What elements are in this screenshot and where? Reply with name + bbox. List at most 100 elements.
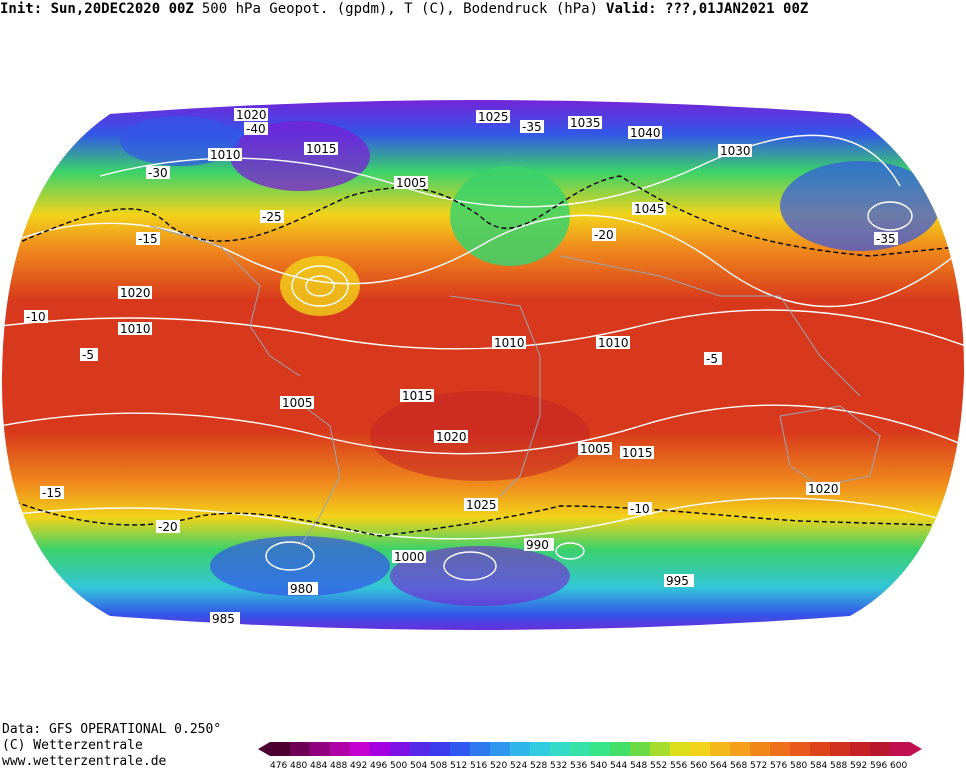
temperature-label: -20 bbox=[594, 228, 614, 242]
pressure-label: 1015 bbox=[622, 446, 653, 460]
temperature-label: -40 bbox=[246, 122, 266, 136]
pressure-label: 1015 bbox=[306, 142, 337, 156]
scale-swatch bbox=[430, 742, 450, 756]
scale-tick-label: 516 bbox=[470, 761, 487, 771]
warm-core-africa bbox=[370, 391, 590, 481]
isobar-ring bbox=[443, 551, 497, 581]
website-link[interactable]: www.wetterzentrale.de bbox=[2, 754, 167, 769]
scale-arrow-right bbox=[910, 742, 922, 756]
scale-tick-label: 492 bbox=[350, 761, 367, 771]
scale-tick-label: 540 bbox=[590, 761, 607, 771]
pressure-label: 1020 bbox=[236, 108, 267, 122]
coastline-asia bbox=[559, 255, 861, 397]
coastline-north-america bbox=[149, 225, 301, 377]
scale-swatch bbox=[670, 742, 690, 756]
valid-time: Valid: ???,01JAN2021 00Z bbox=[606, 1, 809, 17]
scale-swatch bbox=[330, 742, 350, 756]
scale-swatch bbox=[450, 742, 470, 756]
pressure-label: 1005 bbox=[580, 442, 611, 456]
pressure-label: 1035 bbox=[570, 116, 601, 130]
scale-swatch bbox=[390, 742, 410, 756]
scale-tick-label: 596 bbox=[870, 761, 887, 771]
temperature-label: -5 bbox=[82, 348, 94, 362]
cold-pool-south-pacific bbox=[210, 536, 390, 596]
coastline-australia bbox=[779, 405, 881, 487]
pressure-label: 1000 bbox=[394, 550, 425, 564]
scale-swatch bbox=[530, 742, 550, 756]
scale-swatch bbox=[870, 742, 890, 756]
scale-swatch bbox=[290, 742, 310, 756]
pressure-label: 990 bbox=[526, 538, 549, 552]
scale-swatch bbox=[770, 742, 790, 756]
cold-pool-north-atlantic bbox=[230, 121, 370, 191]
scale-arrow-left bbox=[258, 742, 270, 756]
pressure-label: 1025 bbox=[478, 110, 509, 124]
scale-tick-label: 480 bbox=[290, 761, 307, 771]
isobar-ring bbox=[265, 541, 315, 571]
temperature-label: -15 bbox=[42, 486, 62, 500]
scale-tick-label: 564 bbox=[710, 761, 727, 771]
data-source-line: Data: GFS OPERATIONAL 0.250° bbox=[2, 722, 222, 737]
field-description: 500 hPa Geopot. (gpdm), T (C), Bodendruc… bbox=[201, 1, 599, 17]
scale-swatch bbox=[610, 742, 630, 756]
scale-swatch bbox=[570, 742, 590, 756]
weather-map: 1020 1040 1010 1015 1025 1005 1035 1030 … bbox=[1, 100, 965, 630]
isobar-ring bbox=[867, 201, 913, 231]
contour-552-line bbox=[1, 175, 965, 257]
pressure-label: 1010 bbox=[210, 148, 241, 162]
scale-swatch bbox=[590, 742, 610, 756]
pressure-label: 1025 bbox=[466, 498, 497, 512]
footer-credits: Data: GFS OPERATIONAL 0.250° (C) Wetterz… bbox=[2, 722, 221, 770]
green-trough-europe bbox=[450, 166, 570, 266]
scale-tick-label: 568 bbox=[730, 761, 747, 771]
isobar-ring bbox=[291, 265, 349, 307]
scale-swatch bbox=[370, 742, 390, 756]
scale-tick-label: 528 bbox=[530, 761, 547, 771]
pressure-label: 1010 bbox=[120, 322, 151, 336]
temperature-label: -30 bbox=[148, 166, 168, 180]
copyright-line: (C) Wetterzentrale bbox=[2, 738, 143, 753]
scale-swatch bbox=[850, 742, 870, 756]
pressure-label: 1020 bbox=[808, 482, 839, 496]
pressure-label: 1010 bbox=[598, 336, 629, 350]
isobar-ring bbox=[555, 542, 585, 560]
scale-tick-label: 556 bbox=[670, 761, 687, 771]
scale-tick-label: 504 bbox=[410, 761, 427, 771]
scale-tick-label: 512 bbox=[450, 761, 467, 771]
pressure-label: 1040 bbox=[630, 126, 661, 140]
pressure-label: 995 bbox=[666, 574, 689, 588]
contour-552-line bbox=[1, 495, 965, 537]
temperature-label: -35 bbox=[522, 120, 542, 134]
cold-pool-south-indian bbox=[390, 546, 570, 606]
scale-tick-label: 532 bbox=[550, 761, 567, 771]
isobar-line bbox=[1, 214, 965, 308]
pressure-label: 1030 bbox=[720, 144, 751, 158]
scale-swatch bbox=[750, 742, 770, 756]
scale-tick-label: 484 bbox=[310, 761, 327, 771]
scale-tick-label: 500 bbox=[390, 761, 407, 771]
scale-tick-label: 572 bbox=[750, 761, 767, 771]
scale-tick-label: 576 bbox=[770, 761, 787, 771]
cold-pool-siberia bbox=[780, 161, 940, 251]
scale-tick-label: 496 bbox=[370, 761, 387, 771]
color-scale-bar: 476 480 484 488 492 496 500 504 508 512 516 520 524 5… bbox=[258, 742, 922, 771]
scale-tick-label: 544 bbox=[610, 761, 627, 771]
isobar-line bbox=[1, 497, 965, 540]
scale-tick-label: 580 bbox=[790, 761, 807, 771]
scale-swatch bbox=[830, 742, 850, 756]
scale-tick-label: 488 bbox=[330, 761, 347, 771]
scale-tick-label: 508 bbox=[430, 761, 447, 771]
temperature-label: -10 bbox=[26, 310, 46, 324]
init-time: Init: Sun,20DEC2020 00Z bbox=[0, 1, 194, 17]
pressure-label: 1010 bbox=[494, 336, 525, 350]
scale-swatch bbox=[510, 742, 530, 756]
scale-swatch bbox=[350, 742, 370, 756]
pressure-label: 985 bbox=[212, 612, 235, 626]
isobar-line bbox=[1, 309, 965, 350]
isobar-line bbox=[1, 404, 965, 455]
pressure-label: 1005 bbox=[396, 176, 427, 190]
scale-tick-label: 548 bbox=[630, 761, 647, 771]
scale-swatch bbox=[790, 742, 810, 756]
scale-swatch bbox=[490, 742, 510, 756]
scale-swatch bbox=[270, 742, 290, 756]
